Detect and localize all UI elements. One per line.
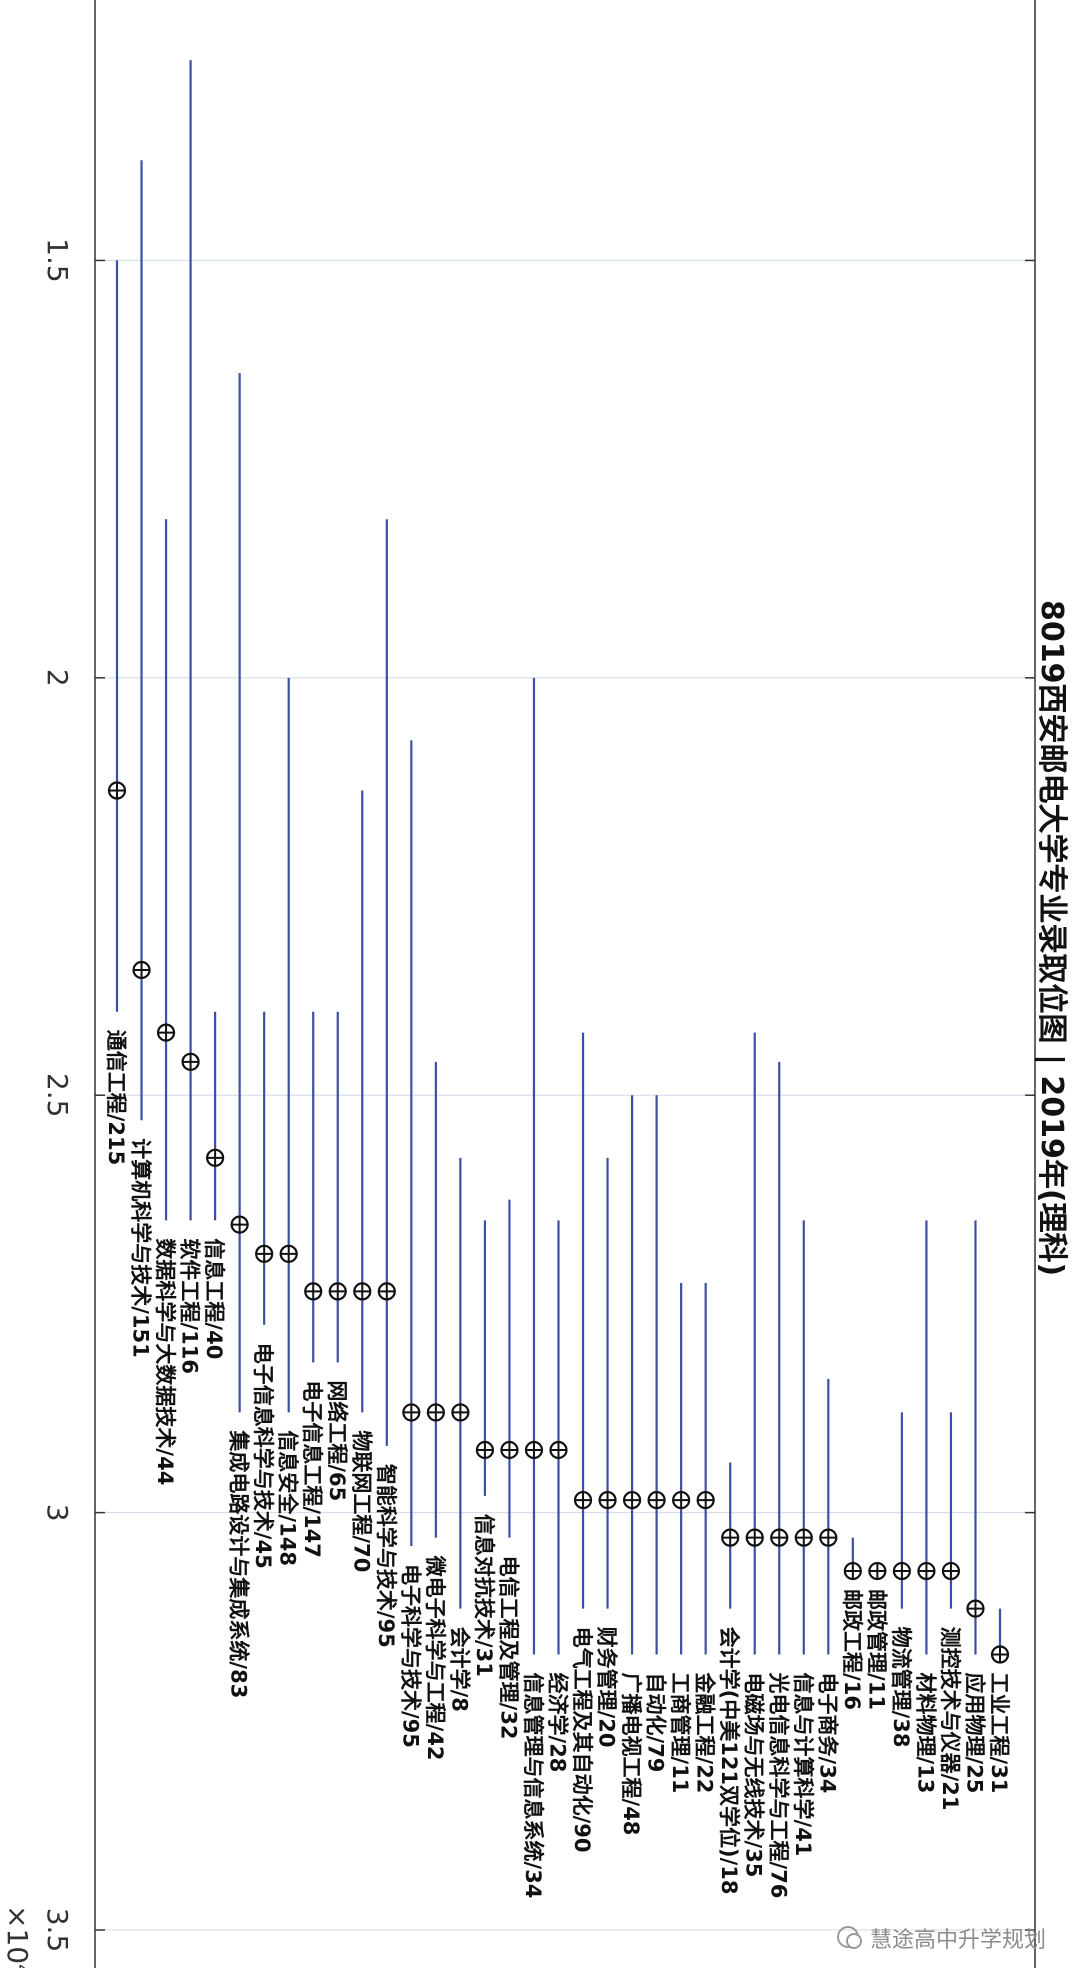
category-label: 网络工程/65: [325, 1380, 349, 1501]
data-point-marker: [426, 1403, 445, 1422]
data-point-marker: [255, 1244, 274, 1263]
data-point-marker: [377, 1282, 396, 1301]
data-point-marker: [500, 1440, 519, 1460]
category-label: 经济学/28: [546, 1673, 570, 1773]
category-label: 信息安全/148: [276, 1430, 300, 1566]
data-point-marker: [770, 1528, 789, 1547]
category-label: 软件工程/116: [178, 1238, 202, 1374]
data-point-marker: [990, 1645, 1010, 1664]
category-label: 会计学/8: [447, 1627, 471, 1712]
axis-exponent-label: ×10⁴: [1, 1905, 34, 1968]
category-label: 广播电视工程/48: [619, 1673, 643, 1836]
plot-area: [95, 0, 1035, 1968]
category-label: 信息管理与信息系统/34: [521, 1673, 545, 1899]
category-label: 邮政管理/11: [864, 1589, 888, 1710]
y-tick-label: 3.5: [41, 1908, 74, 1953]
category-label: 微电子科学与工程/42: [423, 1555, 447, 1761]
markers: [107, 781, 1010, 1664]
data-point-marker: [451, 1403, 470, 1422]
category-label: 电磁场与无线技术/35: [742, 1673, 766, 1878]
category-label: 电子商务/34: [815, 1673, 839, 1794]
data-point-marker: [573, 1490, 593, 1510]
category-label: 电气工程及其自动化/90: [570, 1627, 594, 1853]
data-point-marker: [819, 1528, 838, 1547]
data-point-marker: [132, 960, 151, 980]
category-label: 电子科学与技术/95: [398, 1564, 422, 1748]
error-bars: [115, 60, 1002, 1655]
data-point-marker: [696, 1490, 715, 1510]
category-label: 工商管理/11: [668, 1673, 692, 1794]
data-point-marker: [304, 1282, 323, 1301]
category-label: 数据科学与大数据技术/44: [153, 1238, 177, 1485]
data-point-marker: [402, 1403, 421, 1422]
category-label: 光电信息科学与工程/76: [766, 1672, 790, 1899]
data-point-marker: [598, 1490, 617, 1510]
data-point-marker: [672, 1490, 691, 1510]
category-label: 智能科学与技术/95: [374, 1464, 398, 1648]
category-label: 计算机科学与技术/151: [129, 1138, 153, 1358]
y-tick-label: 2.5: [41, 1073, 74, 1118]
data-point-marker: [475, 1440, 495, 1460]
data-point-marker: [966, 1599, 985, 1618]
watermark-text: 慧途高中升学规划: [870, 1928, 1047, 1953]
category-label: 测控技术与仪器/21: [938, 1627, 962, 1811]
category-label: 电子信息科学与技术/45: [251, 1343, 275, 1569]
category-label: 电信工程及管理/32: [496, 1556, 520, 1740]
chat-bubble-icon: [837, 1926, 862, 1949]
category-label: 物联网工程/70: [349, 1430, 373, 1572]
category-label: 自动化/79: [644, 1673, 668, 1773]
category-label: 会计学(中美121双学位)/18: [717, 1627, 741, 1895]
category-label: 通信工程/215: [104, 1030, 128, 1166]
category-label: 金融工程/22: [693, 1672, 717, 1794]
category-label: 财务管理/20: [595, 1627, 619, 1748]
category-label: 电子信息工程/147: [300, 1380, 324, 1558]
data-point-marker: [279, 1244, 298, 1263]
data-point-marker: [917, 1561, 936, 1581]
data-point-marker: [181, 1052, 200, 1071]
y-tick-label: 3: [41, 1504, 74, 1522]
data-point-marker: [745, 1528, 764, 1547]
category-label: 工业工程/31: [987, 1673, 1011, 1794]
data-point-marker: [794, 1528, 813, 1547]
grid-lines: [95, 259, 1035, 1931]
chart-title: 8019西安邮电大学专业录取位图 | 2019年(理科): [1034, 600, 1069, 1276]
category-label: 物流管理/38: [889, 1627, 913, 1748]
data-point-marker: [622, 1490, 642, 1510]
data-point-marker: [524, 1440, 544, 1460]
watermark: 慧途高中升学规划: [836, 1916, 1076, 1960]
data-point-marker: [868, 1561, 887, 1581]
data-point-marker: [107, 781, 127, 800]
data-point-marker: [549, 1440, 568, 1460]
category-label: 信息工程/40: [202, 1238, 226, 1359]
category-label: 信息与计算科学/41: [791, 1673, 815, 1857]
data-point-marker: [328, 1282, 347, 1301]
category-label: 信息对抗技术/31: [472, 1514, 496, 1677]
category-label: 邮政工程/16: [840, 1589, 864, 1710]
data-point-marker: [721, 1528, 740, 1547]
data-point-marker: [353, 1282, 372, 1301]
data-point-marker: [647, 1490, 666, 1510]
category-label: 集成电路设计与集成系统/83: [227, 1429, 251, 1698]
data-point-marker: [230, 1215, 249, 1234]
category-label: 应用物理/25: [962, 1673, 986, 1794]
data-point-marker: [843, 1561, 862, 1581]
data-point-marker: [941, 1561, 961, 1581]
data-point-marker: [156, 1023, 176, 1042]
y-ticks: 1.5 2 2.5 3 3.5: [41, 238, 1035, 1952]
y-tick-label: 2: [41, 669, 74, 687]
category-label: 材料物理/13: [913, 1673, 937, 1794]
data-point-marker: [206, 1148, 225, 1167]
data-point-marker: [892, 1561, 911, 1581]
y-tick-label: 1.5: [41, 238, 74, 283]
